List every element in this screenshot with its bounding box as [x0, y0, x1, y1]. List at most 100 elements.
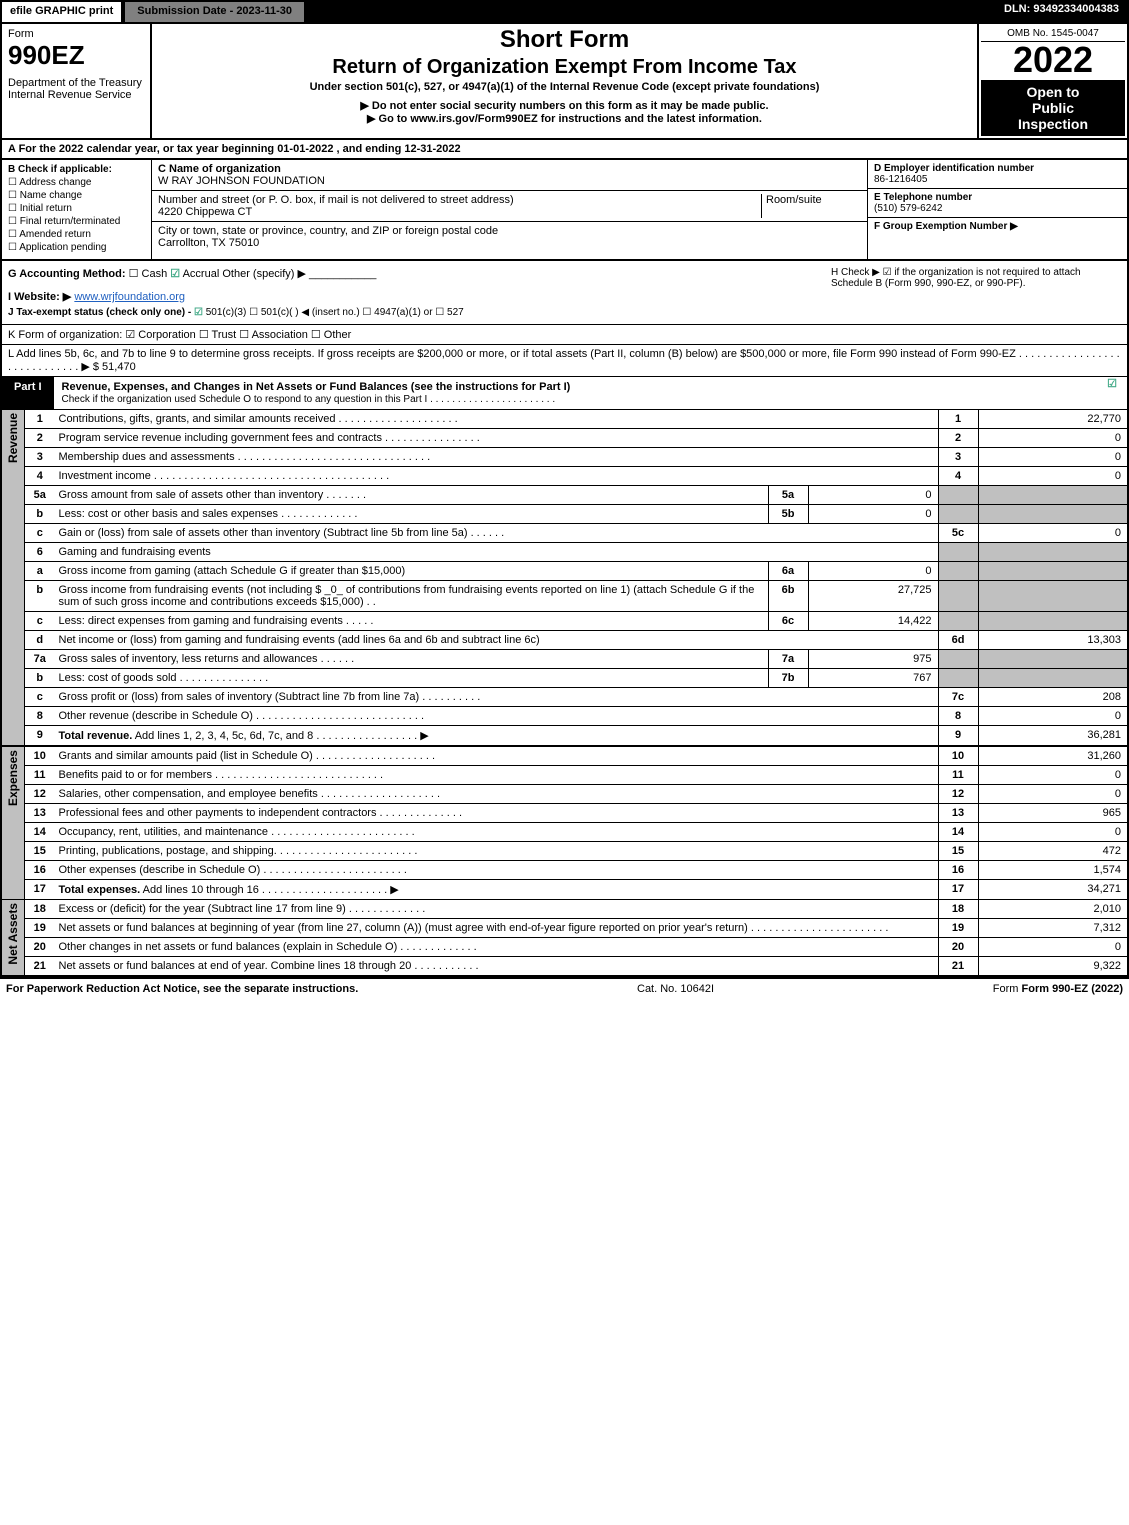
- line-number: 20: [25, 938, 55, 957]
- sub-line-val: 0: [808, 562, 938, 581]
- line-num-cell: 5c: [938, 524, 978, 543]
- part1-sub: Check if the organization used Schedule …: [62, 394, 556, 405]
- line-number: 16: [25, 861, 55, 880]
- line-num-cell: [938, 543, 978, 562]
- amount-cell: [978, 581, 1128, 612]
- row-address: Number and street (or P. O. box, if mail…: [152, 191, 867, 222]
- line-desc: Total revenue. Add lines 1, 2, 3, 4, 5c,…: [55, 726, 939, 746]
- line-k: K Form of organization: ☑ Corporation ☐ …: [0, 325, 1129, 345]
- line-num-cell: 3: [938, 448, 978, 467]
- line-number: 5a: [25, 486, 55, 505]
- line-number: 1: [25, 410, 55, 429]
- table-row: cGross profit or (loss) from sales of in…: [1, 688, 1128, 707]
- part1-header: Part I Revenue, Expenses, and Changes in…: [0, 377, 1129, 410]
- title-short-form: Short Form: [156, 26, 973, 54]
- line-number: b: [25, 669, 55, 688]
- form-number: 990EZ: [8, 40, 144, 71]
- j-tax-exempt: J Tax-exempt status (check only one) - ☑…: [8, 307, 821, 318]
- irs-label: Internal Revenue Service: [8, 89, 144, 101]
- sub-line-num: 6a: [768, 562, 808, 581]
- line-number: 14: [25, 823, 55, 842]
- amount-cell: 22,770: [978, 410, 1128, 429]
- goto-link[interactable]: ▶ Go to www.irs.gov/Form990EZ for instru…: [156, 112, 973, 125]
- amount-cell: [978, 612, 1128, 631]
- website-link[interactable]: www.wrjfoundation.org: [74, 291, 185, 303]
- dept-treasury: Department of the Treasury: [8, 77, 144, 89]
- line-desc: Net assets or fund balances at end of ye…: [55, 957, 939, 977]
- line-num-cell: 21: [938, 957, 978, 977]
- line-num-cell: 13: [938, 804, 978, 823]
- col-c-org-info: C Name of organization W RAY JOHNSON FOU…: [152, 160, 867, 259]
- chk-initial-return[interactable]: ☐ Initial return: [8, 203, 145, 214]
- chk-application-pending[interactable]: ☐ Application pending: [8, 242, 145, 253]
- amount-cell: 0: [978, 467, 1128, 486]
- chk-amended-return[interactable]: ☐ Amended return: [8, 229, 145, 240]
- line-desc: Investment income . . . . . . . . . . . …: [55, 467, 939, 486]
- header-mid: Short Form Return of Organization Exempt…: [152, 24, 977, 138]
- amount-cell: 0: [978, 524, 1128, 543]
- line-number: c: [25, 612, 55, 631]
- open-public-badge: Open to Public Inspection: [981, 80, 1125, 136]
- sub-line-val: 767: [808, 669, 938, 688]
- line-desc: Gross amount from sale of assets other t…: [55, 486, 769, 505]
- sub-line-num: 5b: [768, 505, 808, 524]
- g-other[interactable]: Other (specify) ▶: [222, 268, 306, 280]
- chk-address-change[interactable]: ☐ Address change: [8, 177, 145, 188]
- line-num-cell: 7c: [938, 688, 978, 707]
- line-l: L Add lines 5b, 6c, and 7b to line 9 to …: [0, 345, 1129, 377]
- line-desc: Benefits paid to or for members . . . . …: [55, 766, 939, 785]
- line-desc: Less: cost of goods sold . . . . . . . .…: [55, 669, 769, 688]
- line-num-cell: 16: [938, 861, 978, 880]
- amount-cell: 9,322: [978, 957, 1128, 977]
- table-row: 5aGross amount from sale of assets other…: [1, 486, 1128, 505]
- sub-line-num: 5a: [768, 486, 808, 505]
- top-bar: efile GRAPHIC print Submission Date - 20…: [0, 0, 1129, 24]
- line-num-cell: 11: [938, 766, 978, 785]
- g-accounting: G Accounting Method: ☐ Cash ☑ Accrual Ot…: [8, 267, 821, 280]
- line-desc: Other revenue (describe in Schedule O) .…: [55, 707, 939, 726]
- g-cash[interactable]: Cash: [142, 268, 168, 280]
- phone-value: (510) 579-6242: [874, 203, 942, 214]
- line-number: 2: [25, 429, 55, 448]
- table-row: 9Total revenue. Add lines 1, 2, 3, 4, 5c…: [1, 726, 1128, 746]
- footer-right: Form Form 990-EZ (2022): [993, 983, 1123, 995]
- side-label: Expenses: [1, 747, 25, 900]
- line-number: c: [25, 688, 55, 707]
- amount-cell: 1,574: [978, 861, 1128, 880]
- j-options[interactable]: 501(c)(3) ☐ 501(c)( ) ◀ (insert no.) ☐ 4…: [206, 307, 464, 318]
- open-line3: Inspection: [985, 116, 1121, 132]
- line-a-calendar-year: A For the 2022 calendar year, or tax yea…: [0, 140, 1129, 160]
- table-row: 15Printing, publications, postage, and s…: [1, 842, 1128, 861]
- footer-form: Form 990-EZ (2022): [1022, 983, 1123, 995]
- line-desc: Other expenses (describe in Schedule O) …: [55, 861, 939, 880]
- row-phone: E Telephone number (510) 579-6242: [868, 189, 1127, 218]
- g-accrual[interactable]: Accrual: [183, 268, 220, 280]
- line-l-amount: $ 51,470: [93, 361, 136, 373]
- d-label: D Employer identification number: [874, 163, 1034, 174]
- table-row: Revenue1Contributions, gifts, grants, an…: [1, 410, 1128, 429]
- part1-checkbox[interactable]: ☑: [1097, 377, 1127, 409]
- sub-line-num: 6c: [768, 612, 808, 631]
- amount-cell: [978, 543, 1128, 562]
- chk-name-change[interactable]: ☐ Name change: [8, 190, 145, 201]
- line-desc: Occupancy, rent, utilities, and maintena…: [55, 823, 939, 842]
- line-desc: Less: direct expenses from gaming and fu…: [55, 612, 769, 631]
- line-desc: Printing, publications, postage, and shi…: [55, 842, 939, 861]
- line-num-cell: 17: [938, 880, 978, 900]
- revenue-table: Revenue1Contributions, gifts, grants, an…: [0, 410, 1129, 746]
- line-desc: Gaming and fundraising events: [55, 543, 939, 562]
- amount-cell: 0: [978, 823, 1128, 842]
- chk-final-return[interactable]: ☐ Final return/terminated: [8, 216, 145, 227]
- footer-mid: Cat. No. 10642I: [358, 983, 992, 995]
- line-desc: Salaries, other compensation, and employ…: [55, 785, 939, 804]
- amount-cell: [978, 505, 1128, 524]
- line-num-cell: 12: [938, 785, 978, 804]
- line-num-cell: 2: [938, 429, 978, 448]
- line-num-cell: [938, 562, 978, 581]
- amount-cell: 7,312: [978, 919, 1128, 938]
- c-label: C Name of organization: [158, 163, 281, 175]
- amount-cell: 965: [978, 804, 1128, 823]
- part1-title: Revenue, Expenses, and Changes in Net As…: [54, 377, 1097, 409]
- amount-cell: 13,303: [978, 631, 1128, 650]
- open-line2: Public: [985, 100, 1121, 116]
